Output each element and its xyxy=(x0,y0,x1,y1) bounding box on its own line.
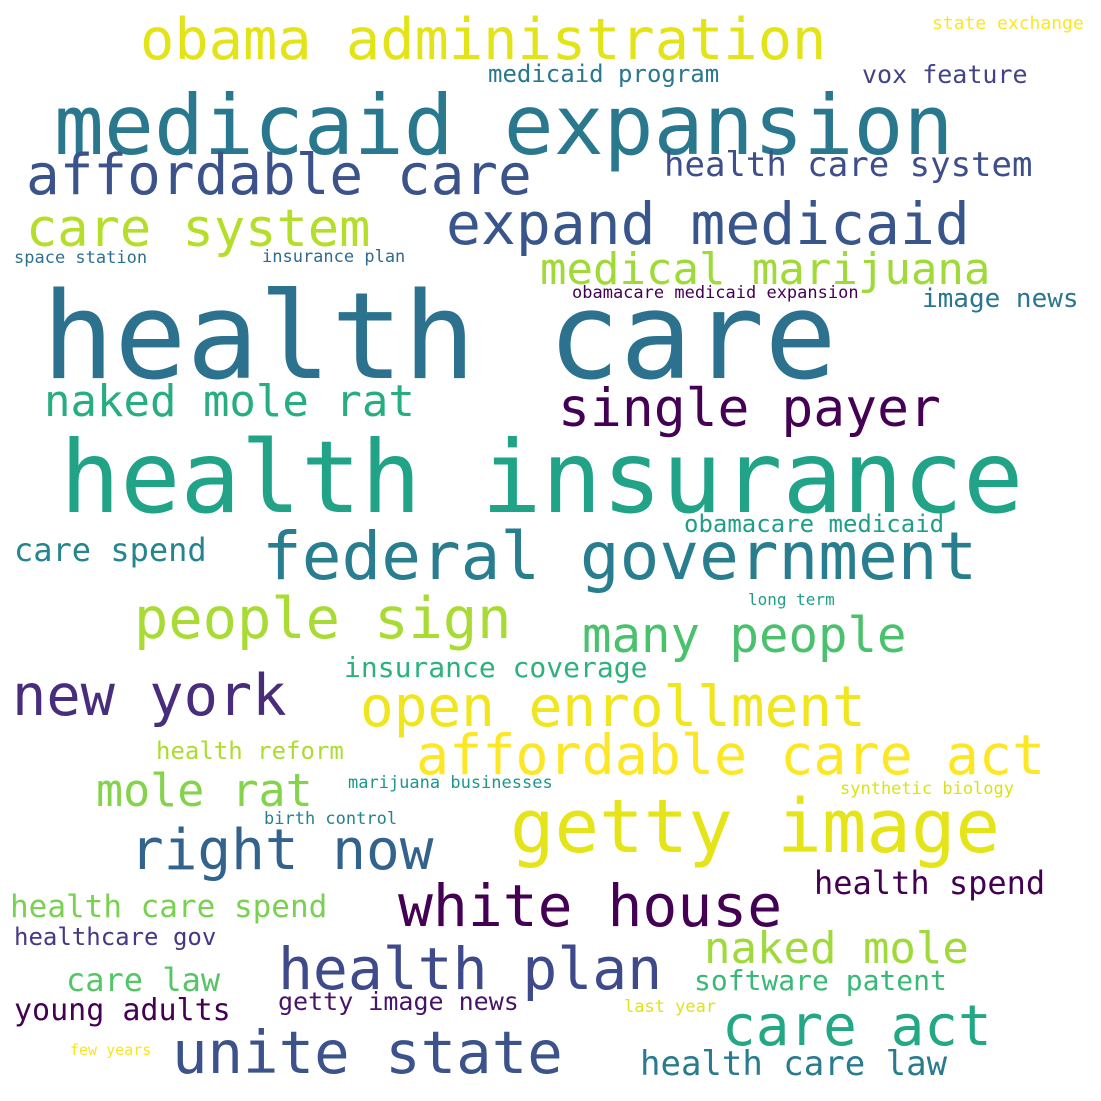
word: health insurance xyxy=(60,419,1024,536)
word: naked mole xyxy=(704,923,969,974)
word: right now xyxy=(130,818,434,883)
word: expand medicaid xyxy=(446,190,970,258)
word: health spend xyxy=(814,864,1046,902)
word: care spend xyxy=(14,531,207,569)
word: health care xyxy=(42,268,837,407)
word: health reform xyxy=(156,737,344,765)
word: medical marijuana xyxy=(540,244,991,295)
word: few years xyxy=(70,1041,152,1059)
word: software patent xyxy=(694,964,947,997)
word: obamacare medicaid expansion xyxy=(572,283,859,303)
word: long term xyxy=(748,590,835,609)
word: affordable care xyxy=(26,143,532,208)
word: unite state xyxy=(172,1018,563,1087)
word: white house xyxy=(398,872,783,940)
word: marijuana businesses xyxy=(348,773,553,793)
word: getty image news xyxy=(278,987,519,1016)
word: insurance plan xyxy=(262,247,406,267)
word: mole rat xyxy=(96,764,313,817)
word: health care law xyxy=(640,1044,948,1084)
word: state exchange xyxy=(932,13,1084,34)
word: young adults xyxy=(14,993,231,1028)
word: single payer xyxy=(558,378,941,439)
word: vox feature xyxy=(862,60,1028,89)
word: last year xyxy=(624,997,717,1017)
word: affordable care act xyxy=(416,723,1046,787)
word: synthetic biology xyxy=(840,779,1014,799)
word: open enrollment xyxy=(360,675,866,740)
word: healthcare gov xyxy=(14,923,217,951)
word: getty image xyxy=(510,784,1001,870)
word: care act xyxy=(722,994,992,1059)
word: insurance coverage xyxy=(344,651,648,684)
word: health care system xyxy=(664,145,1033,185)
word: care law xyxy=(66,961,221,999)
word: space station xyxy=(14,248,148,268)
word: naked mole rat xyxy=(44,376,415,427)
word: federal government xyxy=(262,518,978,595)
word: care system xyxy=(26,199,371,259)
word: obama administration xyxy=(140,7,827,73)
word: new york xyxy=(12,663,287,729)
word: health plan xyxy=(278,935,663,1003)
word: medicaid program xyxy=(488,60,720,88)
word: obamacare medicaid xyxy=(684,510,945,538)
word: medicaid expansion xyxy=(54,77,954,174)
word: people sign xyxy=(134,586,512,652)
word: many people xyxy=(582,607,907,664)
word: health care spend xyxy=(10,889,328,925)
word: image news xyxy=(922,284,1079,314)
word: birth control xyxy=(264,809,398,829)
